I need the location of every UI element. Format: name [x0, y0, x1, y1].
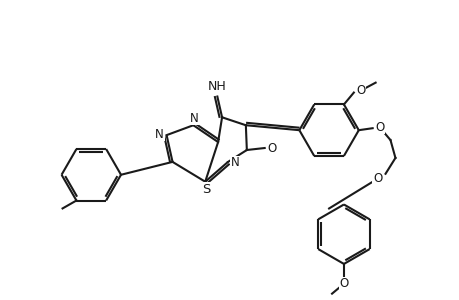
Text: O: O — [355, 84, 364, 97]
Text: O: O — [266, 142, 276, 154]
Text: S: S — [202, 183, 210, 196]
Text: N: N — [155, 128, 164, 141]
Text: NH: NH — [207, 80, 226, 93]
Text: O: O — [372, 172, 381, 185]
Text: N: N — [190, 112, 198, 125]
Text: O: O — [374, 121, 383, 134]
Text: O: O — [339, 277, 348, 290]
Text: N: N — [230, 156, 239, 170]
